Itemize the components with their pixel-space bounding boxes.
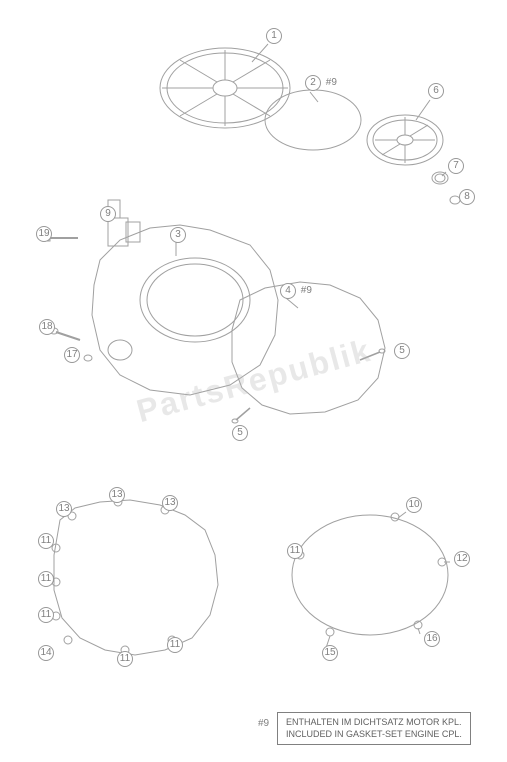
callout-13a: 13 (109, 487, 125, 503)
callout-9: 9 (100, 206, 116, 222)
parts-illustration (0, 0, 507, 762)
parts-diagram: PartsRepublik 1 2 #9 3 4 #9 5 5 6 7 8 9 … (0, 0, 507, 762)
callout-8: 8 (459, 189, 475, 205)
callout-13b: 13 (162, 495, 178, 511)
callout-3: 3 (170, 227, 186, 243)
gasket-note-box: ENTHALTEN IM DICHTSATZ MOTOR KPL. INCLUD… (277, 712, 471, 745)
note-line-1: ENTHALTEN IM DICHTSATZ MOTOR KPL. (286, 717, 462, 729)
callout-5b: 5 (232, 425, 248, 441)
callout-11e: 11 (117, 651, 133, 667)
callout-11f: 11 (287, 543, 303, 559)
callout-7: 7 (448, 158, 464, 174)
callout-11a: 11 (38, 533, 54, 549)
callout-16: 16 (424, 631, 440, 647)
callout-14: 14 (38, 645, 54, 661)
callout-18: 18 (39, 319, 55, 335)
callout-19: 19 (36, 226, 52, 242)
callout-12: 12 (454, 551, 470, 567)
callout-1: 1 (266, 28, 282, 44)
callout-2: 2 #9 (305, 75, 337, 91)
note-line-2: INCLUDED IN GASKET-SET ENGINE CPL. (286, 729, 462, 741)
note-hash: #9 (258, 718, 269, 729)
callout-4: 4 #9 (280, 283, 312, 299)
callout-13c: 13 (56, 501, 72, 517)
callout-6: 6 (428, 83, 444, 99)
callout-10: 10 (406, 497, 422, 513)
callout-17: 17 (64, 347, 80, 363)
callout-11d: 11 (167, 637, 183, 653)
callout-11c: 11 (38, 607, 54, 623)
callout-5a: 5 (394, 343, 410, 359)
callout-11b: 11 (38, 571, 54, 587)
callout-15: 15 (322, 645, 338, 661)
